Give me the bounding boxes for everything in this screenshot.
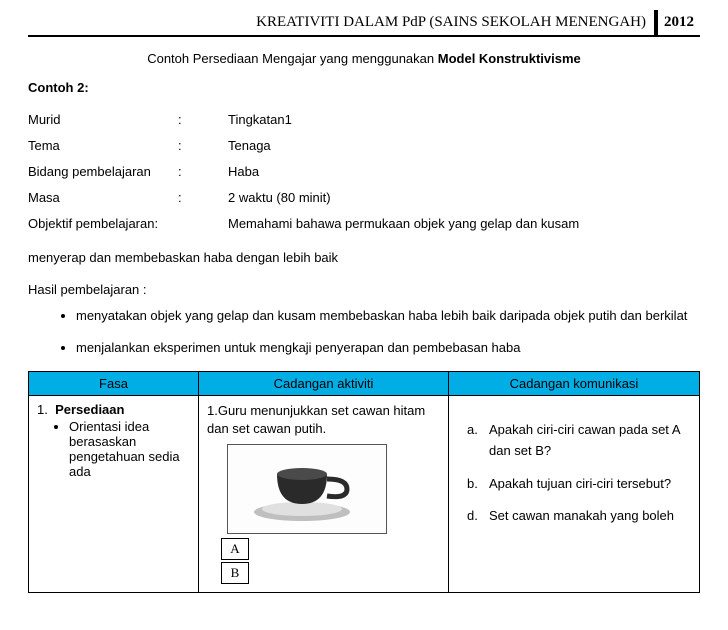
meta-row-murid: Murid : Tingkatan1: [28, 107, 700, 133]
meta-label: Tema: [28, 133, 178, 159]
label-a: A: [221, 538, 249, 560]
meta-row-tema: Tema : Tenaga: [28, 133, 700, 159]
subtitle-bold: Model Konstruktivisme: [438, 51, 581, 66]
kom-item: d. Set cawan manakah yang boleh: [467, 506, 691, 527]
meta-colon: :: [178, 107, 228, 133]
subtitle: Contoh Persediaan Mengajar yang mengguna…: [28, 51, 700, 66]
hasil-list: menyatakan objek yang gelap dan kusam me…: [28, 303, 700, 361]
kom-item: b. Apakah tujuan ciri-ciri tersebut?: [467, 474, 691, 495]
example-label: Contoh 2:: [28, 80, 700, 95]
meta-label: Masa: [28, 185, 178, 211]
cell-aktiviti: 1.Guru menunjukkan set cawan hitam dan s…: [199, 396, 449, 593]
th-fasa: Fasa: [29, 372, 199, 396]
meta-label: Objektif pembelajaran:: [28, 211, 178, 237]
label-b: B: [221, 562, 249, 584]
meta-row-bidang: Bidang pembelajaran : Haba: [28, 159, 700, 185]
hasil-label: Hasil pembelajaran :: [28, 277, 700, 303]
meta-row-objektif: Objektif pembelajaran: Memahami bahawa p…: [28, 211, 700, 237]
document-page: KREATIVITI DALAM PdP (SAINS SEKOLAH MENE…: [0, 0, 728, 593]
meta-value: Tingkatan1: [228, 107, 700, 133]
aktiviti-text: 1.Guru menunjukkan set cawan hitam dan s…: [207, 402, 440, 438]
hasil-item: menyatakan objek yang gelap dan kusam me…: [76, 303, 700, 329]
lesson-table: Fasa Cadangan aktiviti Cadangan komunika…: [28, 371, 700, 593]
kom-marker: a.: [467, 420, 489, 462]
cell-fasa: 1. Persediaan Orientasi idea berasaskan …: [29, 396, 199, 593]
meta-colon: [178, 211, 228, 237]
kom-item: a. Apakah ciri-ciri cawan pada set A dan…: [467, 420, 691, 462]
meta-label: Bidang pembelajaran: [28, 159, 178, 185]
header-year: 2012: [654, 10, 700, 35]
subtitle-text: Contoh Persediaan Mengajar yang mengguna…: [147, 51, 438, 66]
kom-text: Apakah ciri-ciri cawan pada set A dan se…: [489, 420, 691, 462]
objektif-line2: menyerap dan membebaskan haba dengan leb…: [28, 245, 700, 271]
kom-text: Apakah tujuan ciri-ciri tersebut?: [489, 474, 691, 495]
meta-value: 2 waktu (80 minit): [228, 185, 700, 211]
meta-block: Murid : Tingkatan1 Tema : Tenaga Bidang …: [28, 107, 700, 237]
meta-value: Tenaga: [228, 133, 700, 159]
fasa-sub: Orientasi idea berasaskan pengetahuan se…: [69, 419, 190, 479]
meta-colon: :: [178, 185, 228, 211]
meta-value: Memahami bahawa permukaan objek yang gel…: [228, 211, 700, 237]
header-title: KREATIVITI DALAM PdP (SAINS SEKOLAH MENE…: [256, 10, 654, 35]
fasa-num: 1.: [37, 402, 48, 417]
meta-label: Murid: [28, 107, 178, 133]
cup-image-a: [227, 444, 387, 534]
cell-komunikasi: a. Apakah ciri-ciri cawan pada set A dan…: [449, 396, 700, 593]
fasa-title: Persediaan: [55, 402, 124, 417]
meta-value: Haba: [228, 159, 700, 185]
th-komunikasi: Cadangan komunikasi: [449, 372, 700, 396]
meta-colon: :: [178, 159, 228, 185]
table-row: 1. Persediaan Orientasi idea berasaskan …: [29, 396, 700, 593]
meta-colon: :: [178, 133, 228, 159]
kom-marker: b.: [467, 474, 489, 495]
kom-marker: d.: [467, 506, 489, 527]
cup-icon: [247, 454, 367, 524]
header-bar: KREATIVITI DALAM PdP (SAINS SEKOLAH MENE…: [28, 10, 700, 37]
hasil-item: menjalankan eksperimen untuk mengkaji pe…: [76, 335, 700, 361]
meta-row-masa: Masa : 2 waktu (80 minit): [28, 185, 700, 211]
kom-text: Set cawan manakah yang boleh: [489, 506, 691, 527]
th-aktiviti: Cadangan aktiviti: [199, 372, 449, 396]
